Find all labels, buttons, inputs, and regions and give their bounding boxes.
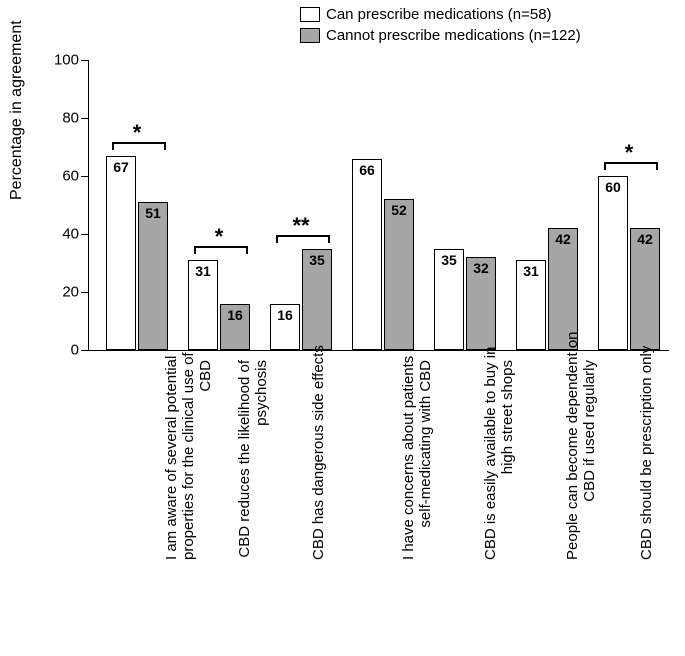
y-tick-label: 80 — [49, 110, 79, 127]
y-tick — [81, 118, 89, 119]
x-tick-label-line: CBD reduces the likelihood of — [236, 360, 253, 560]
legend-swatch-1 — [300, 7, 320, 22]
bar-series1: 60 — [598, 176, 628, 350]
bar-series1: 66 — [352, 159, 382, 350]
x-tick-label: People can become dependent onCBD if use… — [564, 360, 598, 560]
x-tick-label-line: CBD should be prescription only — [638, 360, 655, 560]
y-axis-label: Percentage in agreement — [8, 20, 26, 200]
bar-series1: 35 — [434, 249, 464, 351]
x-tick-label-line: People can become dependent on — [564, 360, 581, 560]
x-tick-label-line: self-medicating with CBD — [417, 360, 434, 560]
x-tick-label-line: CBD if used regularly — [581, 360, 598, 560]
y-tick-label: 40 — [49, 226, 79, 243]
y-tick — [81, 292, 89, 293]
significance-marker: * — [598, 140, 660, 166]
bar-value-label: 35 — [303, 252, 331, 268]
bar-series1: 31 — [188, 260, 218, 350]
x-tick-label-line: I have concerns about patients — [400, 360, 417, 560]
y-tick-label: 60 — [49, 168, 79, 185]
legend-label-2: Cannot prescribe medications (n=122) — [326, 27, 581, 44]
significance-marker: * — [106, 120, 168, 146]
x-tick-label: CBD reduces the likelihood ofpsychosis — [236, 360, 270, 560]
bar-series1: 31 — [516, 260, 546, 350]
bar-value-label: 31 — [517, 263, 545, 279]
bar-series2: 32 — [466, 257, 496, 350]
chart-container: Can prescribe medications (n=58) Cannot … — [0, 0, 685, 656]
y-tick — [81, 350, 89, 351]
x-tick-label: CBD has dangerous side effects — [310, 360, 327, 560]
legend-label-1: Can prescribe medications (n=58) — [326, 6, 552, 23]
y-tick — [81, 234, 89, 235]
bar-value-label: 67 — [107, 159, 135, 175]
legend-item-1: Can prescribe medications (n=58) — [300, 6, 581, 23]
x-tick-label-line: I am aware of several potential — [163, 360, 180, 560]
significance-marker: * — [188, 224, 250, 250]
y-tick — [81, 60, 89, 61]
x-tick-label-line: psychosis — [253, 360, 270, 560]
bar-series2: 51 — [138, 202, 168, 350]
bar-value-label: 66 — [353, 162, 381, 178]
bar-value-label: 16 — [221, 307, 249, 323]
legend: Can prescribe medications (n=58) Cannot … — [300, 6, 581, 48]
bar-series1: 67 — [106, 156, 136, 350]
y-tick-label: 0 — [49, 342, 79, 359]
bar-series2: 16 — [220, 304, 250, 350]
plot-area: 0204060801006751*I am aware of several p… — [88, 60, 669, 351]
x-tick-label: I am aware of several potentialpropertie… — [163, 360, 214, 560]
x-tick-label-line: properties for the clinical use of — [180, 360, 197, 560]
x-tick-label-line: high street shops — [499, 360, 516, 560]
y-tick — [81, 176, 89, 177]
x-tick-label: I have concerns about patientsself-medic… — [400, 360, 434, 560]
significance-marker: ** — [270, 213, 332, 239]
x-tick-label-line: CBD has dangerous side effects — [310, 360, 327, 560]
legend-item-2: Cannot prescribe medications (n=122) — [300, 27, 581, 44]
bar-series2: 35 — [302, 249, 332, 351]
bar-value-label: 16 — [271, 307, 299, 323]
bar-series2: 52 — [384, 199, 414, 350]
bar-value-label: 51 — [139, 205, 167, 221]
bar-value-label: 32 — [467, 260, 495, 276]
y-tick-label: 20 — [49, 284, 79, 301]
bar-value-label: 52 — [385, 202, 413, 218]
bar-series2: 42 — [630, 228, 660, 350]
y-tick-label: 100 — [49, 52, 79, 69]
x-tick-label-line: CBD is easily available to buy in — [482, 360, 499, 560]
x-tick-label-line: CBD — [197, 360, 214, 560]
bar-value-label: 60 — [599, 179, 627, 195]
bar-value-label: 31 — [189, 263, 217, 279]
x-tick-label: CBD is easily available to buy inhigh st… — [482, 360, 516, 560]
x-tick-label: CBD should be prescription only — [638, 360, 655, 560]
bar-series1: 16 — [270, 304, 300, 350]
bar-value-label: 42 — [631, 231, 659, 247]
bar-value-label: 42 — [549, 231, 577, 247]
legend-swatch-2 — [300, 28, 320, 43]
bar-value-label: 35 — [435, 252, 463, 268]
